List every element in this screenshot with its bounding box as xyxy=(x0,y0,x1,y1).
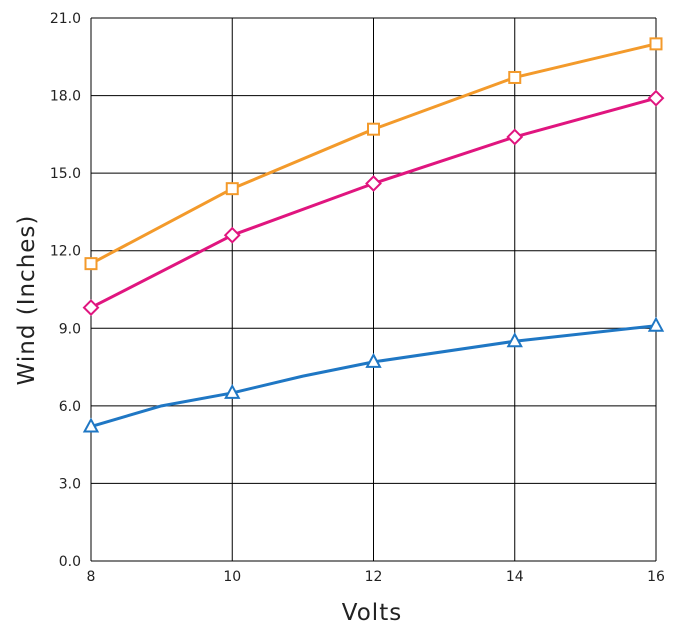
triangle-marker xyxy=(82,417,100,433)
x-tick-label: 12 xyxy=(365,569,383,585)
y-tick-label: 12.0 xyxy=(50,244,81,260)
y-tick-label: 6.0 xyxy=(59,399,81,415)
diamond-marker xyxy=(365,175,382,192)
square-marker xyxy=(367,122,380,136)
diamond-marker xyxy=(223,226,241,244)
y-tick-label: 9.0 xyxy=(59,321,81,337)
tick-labels: 0.0 3.0 6.0 9.0 12.0 15.0 18.0 21.0 8 10 12 14 16 xyxy=(50,11,665,585)
y-tick-label: 0.0 xyxy=(59,554,81,570)
square-marker xyxy=(84,257,98,271)
series-diamond xyxy=(82,89,665,317)
y-axis-title: Wind (Inches) xyxy=(14,215,40,386)
x-tick-label: 8 xyxy=(87,569,96,585)
y-tick-label: 15.0 xyxy=(50,166,81,182)
diamond-marker xyxy=(82,299,100,317)
y-tick-label: 21.0 xyxy=(50,11,81,27)
y-tick-label: 18.0 xyxy=(50,89,81,105)
triangle-marker xyxy=(647,316,665,332)
square-marker xyxy=(225,182,239,196)
x-axis-title: Volts xyxy=(342,600,402,626)
triangle-marker xyxy=(506,332,523,348)
series-triangle xyxy=(82,316,665,433)
x-tick-label: 16 xyxy=(647,569,665,585)
diamond-marker xyxy=(506,128,524,146)
series-layer xyxy=(82,37,665,433)
square-marker xyxy=(508,70,522,84)
grid-lines xyxy=(90,17,657,562)
diamond-marker xyxy=(647,89,665,107)
x-tick-label: 14 xyxy=(506,569,524,585)
x-tick-label: 10 xyxy=(223,569,241,585)
series-square xyxy=(84,37,663,271)
triangle-marker xyxy=(224,383,241,399)
y-tick-label: 3.0 xyxy=(59,476,81,492)
triangle-marker xyxy=(365,352,382,368)
square-marker xyxy=(649,37,663,51)
